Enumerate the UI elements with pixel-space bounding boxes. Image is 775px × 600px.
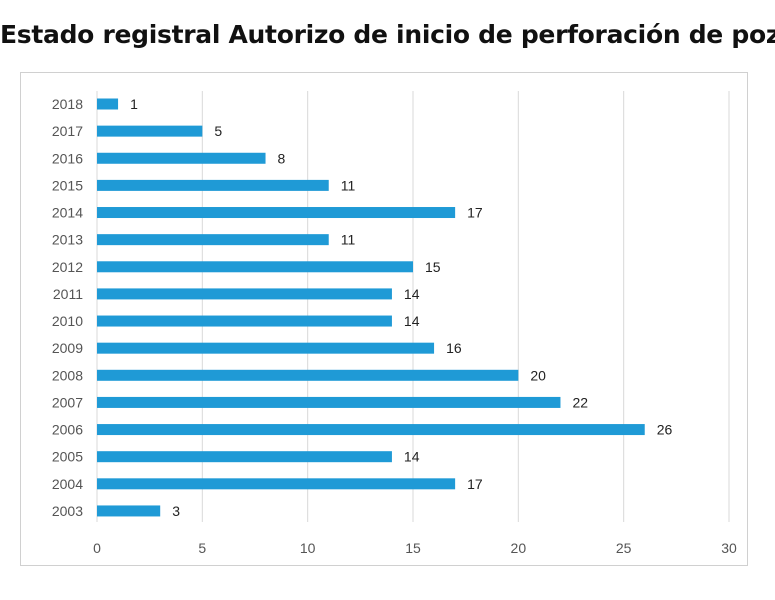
x-tick-label-15: 15 <box>405 540 421 556</box>
data-label-2004: 17 <box>467 476 483 492</box>
data-label-2003: 3 <box>172 503 180 519</box>
x-tick-label-25: 25 <box>616 540 632 556</box>
bar-2011 <box>97 288 392 300</box>
data-label-2010: 14 <box>404 313 420 329</box>
bar-2009 <box>97 342 435 354</box>
bar-2007 <box>97 396 561 408</box>
bar-2006 <box>97 424 645 436</box>
chart-frame <box>20 72 748 566</box>
data-label-2015: 11 <box>341 177 356 193</box>
x-tick-label-20: 20 <box>511 540 527 556</box>
category-label-2006: 2006 <box>52 422 83 438</box>
bar-2008 <box>97 369 519 381</box>
data-label-2007: 22 <box>572 394 588 410</box>
x-tick-label-10: 10 <box>300 540 316 556</box>
data-label-2017: 5 <box>214 123 222 139</box>
category-label-2007: 2007 <box>52 394 83 410</box>
bar-2013 <box>97 234 329 246</box>
bar-2004 <box>97 478 456 490</box>
data-label-2005: 14 <box>404 449 420 465</box>
x-tick-label-30: 30 <box>721 540 737 556</box>
data-label-2018: 1 <box>130 96 138 112</box>
bar-2012 <box>97 261 413 273</box>
data-label-2009: 16 <box>446 340 462 356</box>
category-label-2010: 2010 <box>52 313 83 329</box>
x-tick-labels: 0 5 10 15 20 25 30 <box>93 540 737 556</box>
category-label-2017: 2017 <box>52 123 83 139</box>
category-label-2016: 2016 <box>52 150 83 166</box>
bar-2010 <box>97 315 392 327</box>
category-label-2009: 2009 <box>52 340 83 356</box>
category-label-2014: 2014 <box>52 205 83 221</box>
category-label-2004: 2004 <box>52 476 83 492</box>
bar-2018 <box>97 98 119 110</box>
x-tick-label-0: 0 <box>93 540 101 556</box>
category-labels: 2018 2017 2016 2015 2014 2013 2012 2011 2010 2009… <box>52 96 83 519</box>
data-label-2014: 17 <box>467 205 483 221</box>
chart-title: Estado registral Autorizo de inicio de p… <box>0 20 775 49</box>
category-label-2003: 2003 <box>52 503 83 519</box>
category-label-2011: 2011 <box>53 286 83 302</box>
data-label-2013: 11 <box>341 232 356 248</box>
category-label-2018: 2018 <box>52 96 83 112</box>
bar-2015 <box>97 179 329 191</box>
data-label-2011: 14 <box>404 286 420 302</box>
category-label-2008: 2008 <box>52 367 83 383</box>
bar-2003 <box>97 505 161 517</box>
bar-2014 <box>97 207 456 219</box>
category-label-2015: 2015 <box>52 177 83 193</box>
category-label-2013: 2013 <box>52 232 83 248</box>
bars <box>97 98 645 517</box>
x-tick-label-5: 5 <box>198 540 206 556</box>
data-label-2012: 15 <box>425 259 441 275</box>
bar-2017 <box>97 125 203 137</box>
data-label-2008: 20 <box>530 367 546 383</box>
data-label-2006: 26 <box>657 422 673 438</box>
category-label-2012: 2012 <box>52 259 83 275</box>
bar-2005 <box>97 451 392 463</box>
category-label-2005: 2005 <box>52 449 83 465</box>
data-label-2016: 8 <box>278 150 286 166</box>
bar-2016 <box>97 152 266 164</box>
